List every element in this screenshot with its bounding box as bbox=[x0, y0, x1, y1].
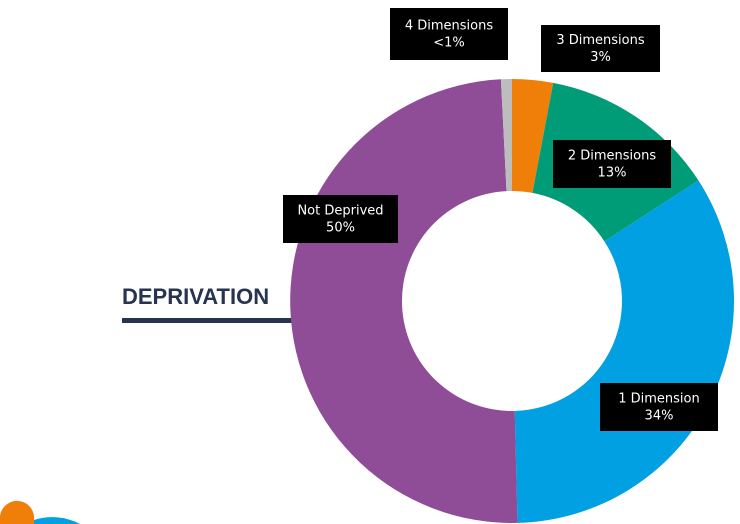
slice-label: 3 Dimensions bbox=[556, 33, 645, 48]
slice-label: Not Deprived bbox=[297, 204, 383, 219]
slice bbox=[512, 79, 554, 193]
slice-label: 2 Dimensions bbox=[568, 149, 657, 164]
slice-value: 3% bbox=[590, 50, 611, 65]
slice bbox=[500, 79, 512, 192]
slice-value: <1% bbox=[433, 36, 465, 51]
slice-value: 50% bbox=[326, 221, 355, 236]
decorative-corner-donut bbox=[0, 500, 80, 524]
chart-title: DEPRIVATION bbox=[122, 284, 269, 309]
slices bbox=[290, 79, 735, 523]
decor-arc bbox=[0, 500, 35, 524]
label-box bbox=[541, 25, 660, 72]
slice bbox=[514, 180, 735, 523]
slice bbox=[290, 79, 518, 523]
slice-label: 4 Dimensions bbox=[405, 19, 494, 34]
decor-arc bbox=[34, 517, 80, 524]
label-box bbox=[390, 8, 508, 60]
title-underline bbox=[122, 318, 292, 323]
label-box bbox=[600, 383, 718, 431]
label-box bbox=[283, 195, 398, 243]
slice-value: 13% bbox=[598, 166, 627, 181]
slice-label: 1 Dimension bbox=[618, 392, 700, 407]
slice-value: 34% bbox=[645, 409, 674, 424]
label-box bbox=[553, 140, 671, 188]
